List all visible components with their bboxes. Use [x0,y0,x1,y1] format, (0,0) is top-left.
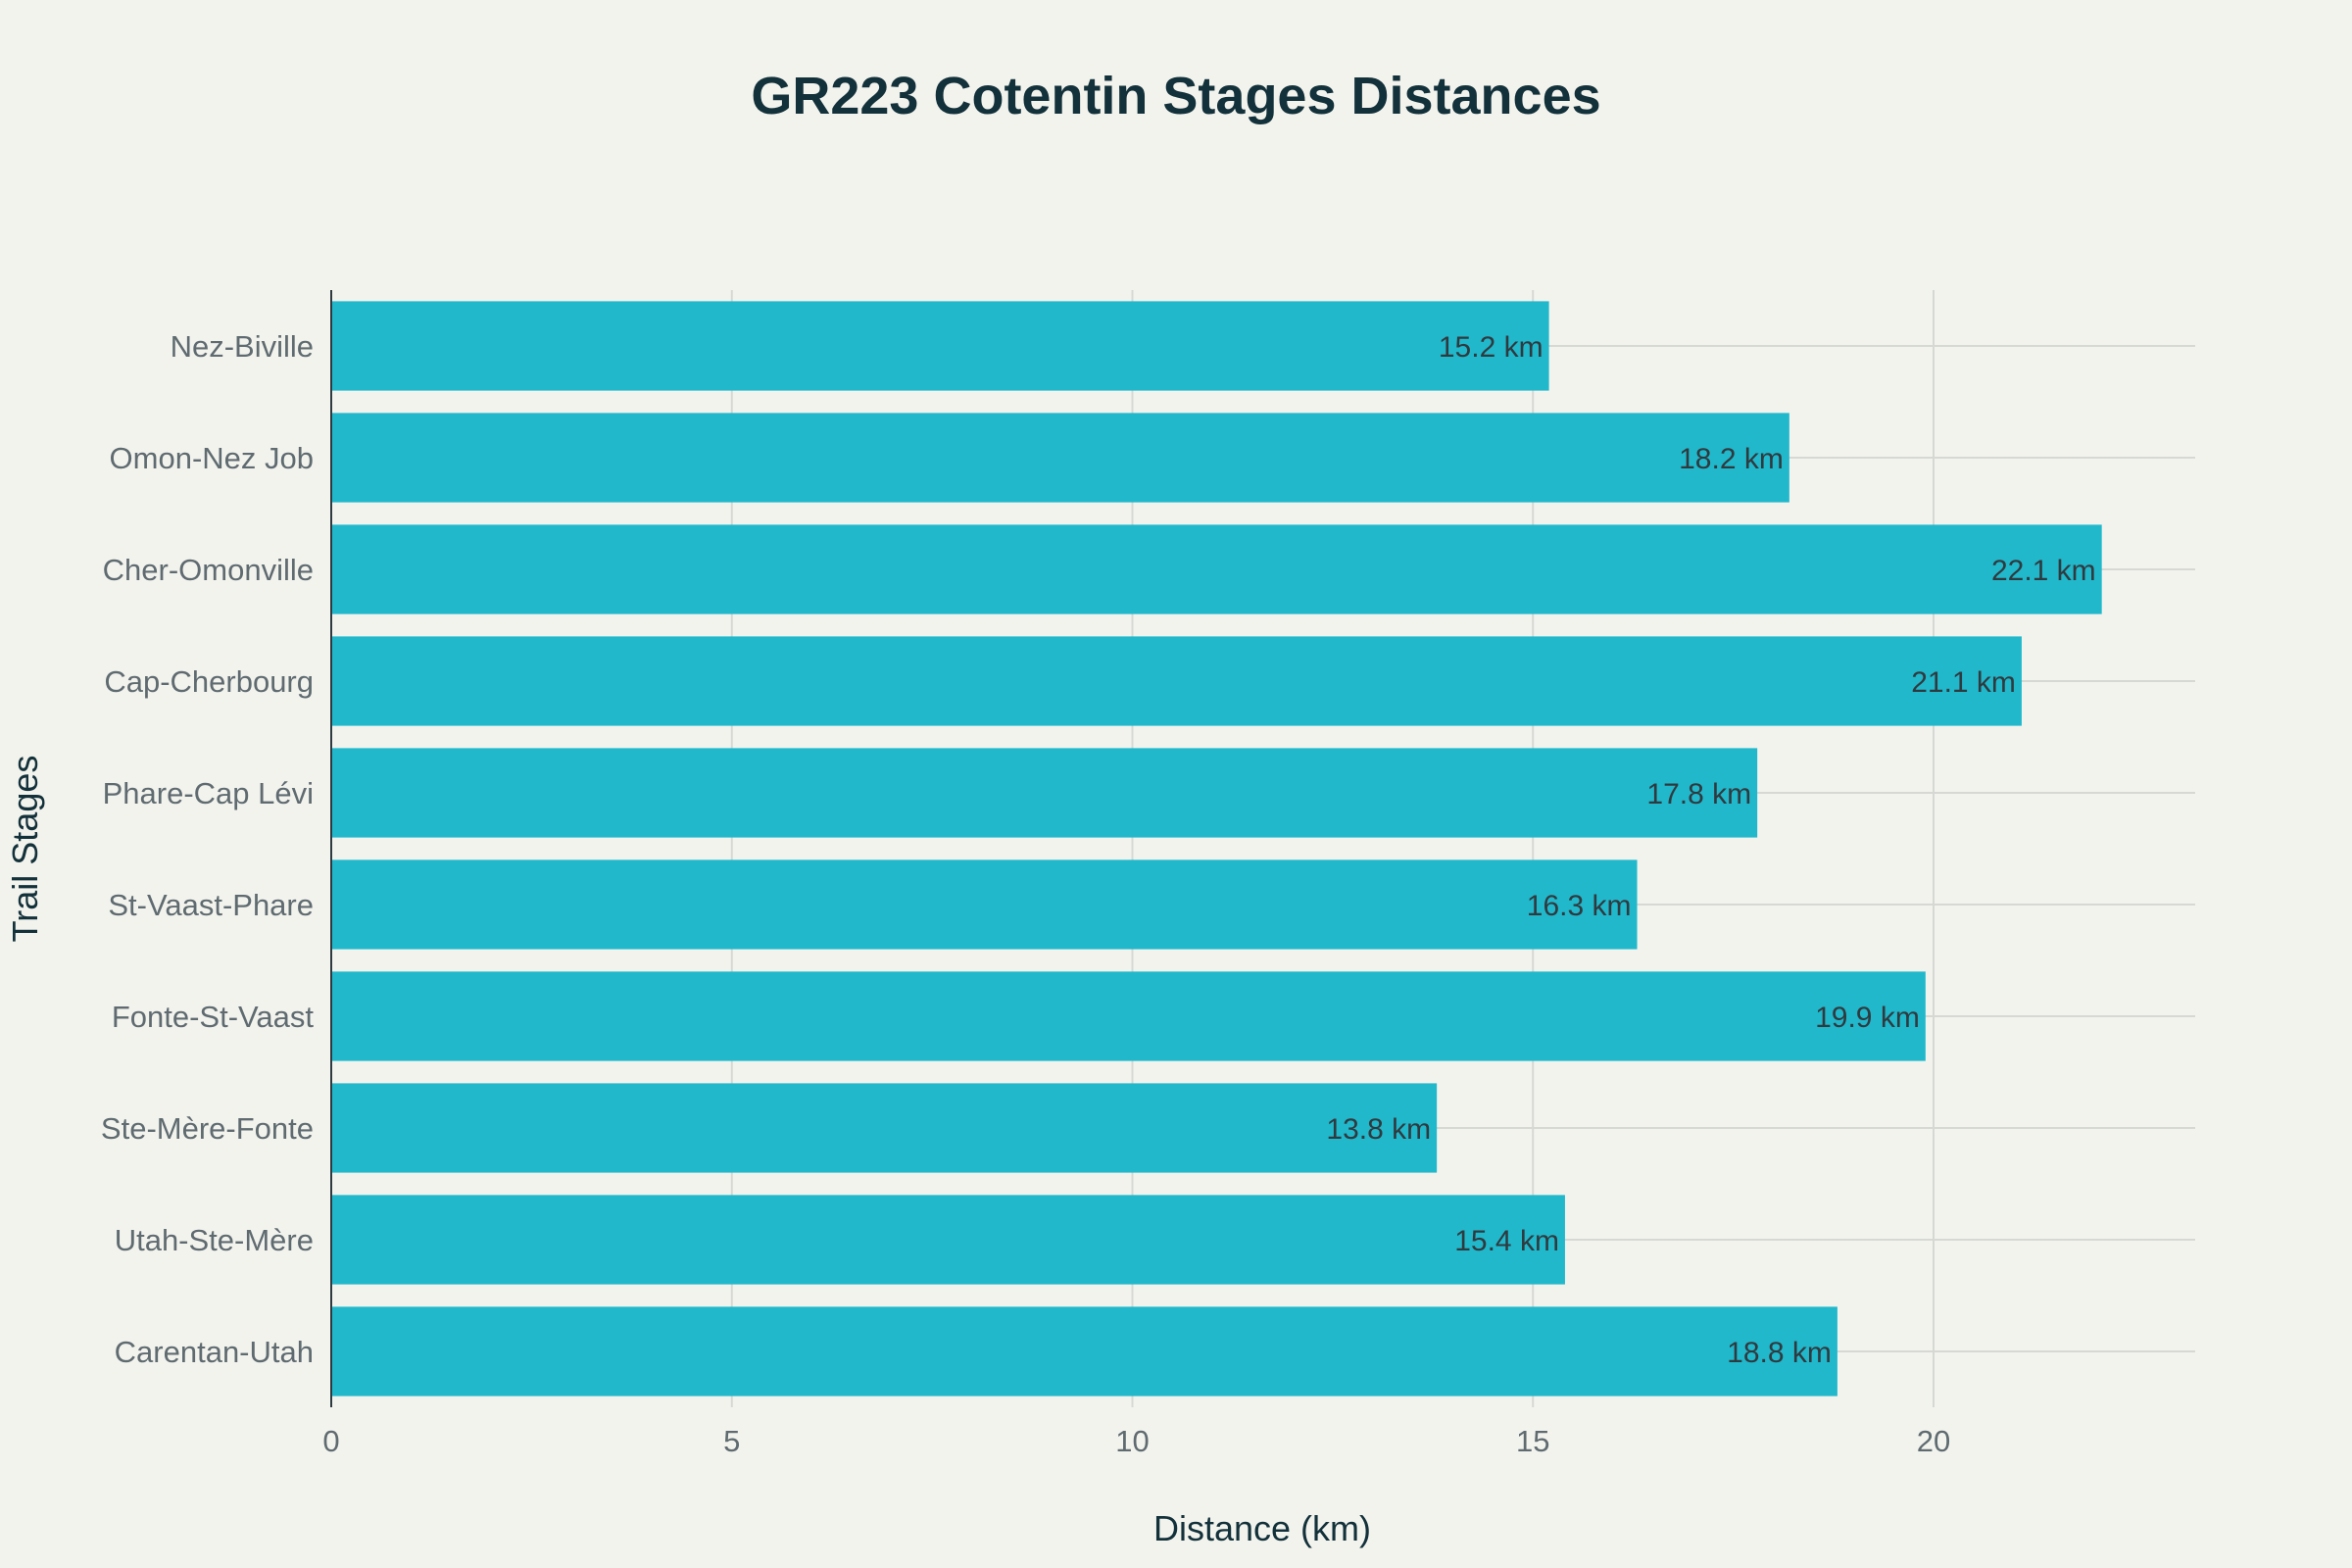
data-label-9: 18.8 km [1727,1337,1832,1369]
bars-layer [331,301,2102,1396]
data-label-7: 13.8 km [1326,1113,1431,1146]
bar-3[interactable] [331,636,2022,726]
category-label-7: Ste-Mère-Fonte [101,1111,314,1146]
bar-5[interactable] [331,859,1638,950]
x-axis-title: Distance (km) [1153,1508,1371,1548]
bar-0[interactable] [331,301,1549,391]
chart-title: GR223 Cotentin Stages Distances [751,67,1600,125]
x-tick-label-5: 5 [723,1424,740,1458]
data-label-5: 16.3 km [1527,890,1632,922]
x-tick-label-10: 10 [1115,1424,1149,1458]
category-label-0: Nez-Biville [171,329,314,364]
category-label-6: Fonte-St-Vaast [112,1000,315,1034]
category-label-9: Carentan-Utah [115,1335,314,1369]
category-label-4: Phare-Cap Lévi [103,776,314,810]
data-label-2: 22.1 km [1991,555,2096,587]
category-label-3: Cap-Cherbourg [104,664,314,699]
x-tick-label-0: 0 [322,1424,339,1458]
category-label-5: St-Vaast-Phare [108,888,314,922]
data-label-6: 19.9 km [1815,1002,1920,1034]
y-axis-title: Trail Stages [5,756,45,943]
data-label-1: 18.2 km [1679,443,1784,475]
data-labels-layer: 15.2 km 18.2 km 22.1 km 21.1 km 17.8 km 16.3 … [1326,331,2095,1369]
y-axis: Nez-Biville Omon-Nez Job Cher-Omonville Cap… [101,290,332,1407]
bar-8[interactable] [331,1195,1565,1285]
bar-9[interactable] [331,1306,1838,1396]
bar-2[interactable] [331,524,2102,614]
bar-4[interactable] [331,748,1758,838]
x-tick-label-20: 20 [1917,1424,1950,1458]
category-label-8: Utah-Ste-Mère [115,1223,314,1257]
x-tick-label-15: 15 [1516,1424,1549,1458]
category-label-2: Cher-Omonville [103,553,314,587]
bar-1[interactable] [331,413,1789,503]
data-label-8: 15.4 km [1454,1225,1559,1257]
bar-6[interactable] [331,971,1926,1061]
data-label-0: 15.2 km [1439,331,1544,364]
category-label-1: Omon-Nez Job [110,441,314,475]
bar-7[interactable] [331,1083,1438,1173]
data-label-4: 17.8 km [1646,778,1751,810]
data-label-3: 21.1 km [1911,666,2016,699]
x-axis: 0 5 10 15 20 [322,1424,1950,1458]
